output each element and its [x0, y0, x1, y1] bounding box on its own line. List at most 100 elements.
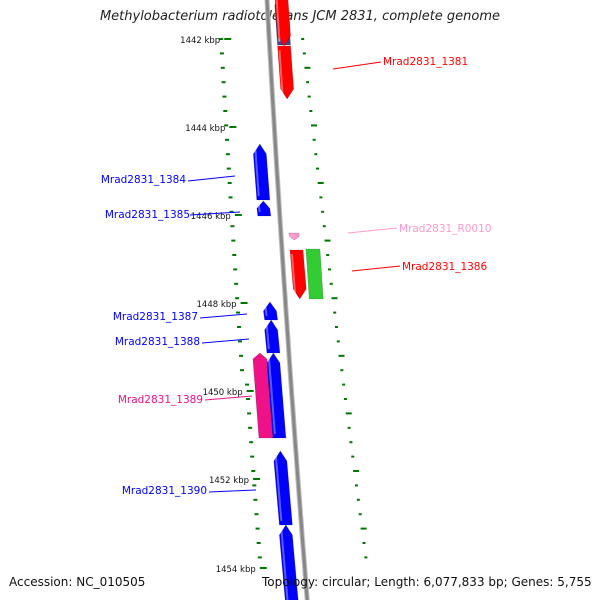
gene-highlight — [265, 323, 270, 350]
gene-label-line — [347, 227, 398, 234]
ruler-tick — [231, 239, 236, 242]
ruler-tick — [238, 340, 243, 343]
ruler-tick — [239, 354, 244, 357]
ruler-major-tick — [246, 390, 254, 392]
ruler-tick — [240, 369, 245, 372]
ruler-tick — [237, 326, 242, 328]
ruler-tick — [301, 38, 305, 40]
ruler-label: 1454 kbp — [216, 565, 256, 575]
ruler-major-tick — [234, 214, 242, 216]
ruler-label: 1442 kbp — [180, 36, 220, 46]
ruler-tick — [322, 225, 326, 228]
gene-highlight — [257, 204, 261, 213]
ruler-tick — [257, 556, 262, 559]
gene-label-line — [187, 175, 236, 182]
gene-arrow — [289, 249, 307, 300]
ruler-tick — [251, 470, 256, 472]
ruler-tick — [223, 110, 228, 112]
ruler-tick — [228, 196, 233, 199]
gene-arrow — [274, 0, 291, 47]
gene-label-line — [208, 489, 257, 493]
ruler-tick — [245, 383, 250, 386]
ruler-tick — [314, 153, 318, 156]
gene-label-line — [189, 211, 241, 216]
gene-label: Mrad2831_1385 — [105, 209, 190, 221]
ruler-tick — [234, 282, 239, 285]
ruler-label: 1452 kbp — [209, 476, 249, 486]
gene-label: Mrad2831_1389 — [118, 394, 203, 406]
gene-arrow — [273, 450, 293, 526]
gene-arrow — [305, 248, 324, 300]
gene-highlight — [274, 454, 283, 522]
ruler-tick — [256, 542, 261, 544]
gene-arrow — [256, 200, 272, 217]
ruler-tick — [233, 268, 238, 271]
ruler-tick — [342, 383, 346, 386]
ruler-tick — [329, 282, 333, 285]
ruler-tick — [302, 52, 306, 55]
ruler-tick — [219, 52, 224, 55]
gene-label: Mrad2831_1390 — [122, 485, 207, 497]
gene-arrow — [253, 143, 271, 201]
gene-arrow — [279, 524, 299, 600]
ruler-tick — [349, 441, 353, 444]
ruler-major-tick — [259, 567, 267, 569]
gene-highlight — [280, 528, 289, 600]
gene-arrow — [264, 319, 281, 354]
gene-highlight — [267, 356, 276, 435]
ruler-tick — [364, 556, 368, 559]
ruler-tick — [326, 254, 330, 256]
ruler-tick — [309, 110, 313, 112]
ruler-major-tick — [224, 38, 232, 40]
ruler-tick — [351, 455, 355, 458]
ruler-tick — [225, 153, 230, 156]
ruler-label: 1450 kbp — [203, 388, 243, 398]
gene-label-line — [199, 313, 248, 319]
ruler-tick — [336, 340, 340, 343]
ruler-tick — [249, 441, 254, 444]
ruler-tick — [333, 311, 337, 314]
gene-label-line — [332, 61, 382, 70]
ruler-tick — [360, 527, 367, 530]
gene-label: Mrad2831_R0010 — [399, 223, 491, 235]
ruler-tick — [353, 470, 360, 472]
gene-label: Mrad2831_1381 — [383, 56, 468, 68]
gene-label: Mrad2831_1384 — [101, 174, 186, 186]
backbone-line — [265, 0, 309, 600]
ruler-tick — [312, 138, 316, 141]
ruler-tick — [331, 297, 338, 300]
ruler-tick — [232, 254, 237, 256]
ruler-tick — [354, 484, 358, 487]
ruler-tick — [362, 542, 366, 544]
ruler-tick — [307, 95, 311, 98]
ruler-tick — [315, 167, 319, 170]
ruler-major-tick — [253, 478, 261, 480]
ruler-tick — [250, 455, 255, 458]
ruler-tick — [304, 66, 311, 69]
ruler-tick — [324, 239, 331, 242]
ruler-major-tick — [229, 126, 237, 128]
ruler-tick — [356, 498, 360, 501]
ruler-tick — [253, 498, 258, 501]
gene-label: Mrad2831_1386 — [402, 261, 487, 273]
ruler-label: 1446 kbp — [191, 212, 231, 222]
ruler-tick — [343, 398, 347, 400]
ruler-tick — [221, 81, 226, 84]
ruler-tick — [236, 311, 241, 314]
ruler-tick — [219, 38, 224, 40]
gene-highlight — [254, 147, 260, 197]
gene-label: Mrad2831_1387 — [113, 311, 198, 323]
ruler-tick — [225, 138, 230, 141]
topology-summary: Topology: circular; Length: 6,077,833 bp… — [262, 575, 592, 589]
map-title: Methylobacterium radiotolerans JCM 2831,… — [99, 9, 501, 24]
ruler-tick — [230, 225, 235, 228]
ruler-tick — [321, 210, 325, 213]
ruler-tick — [306, 81, 310, 84]
ruler-tick — [334, 326, 338, 328]
ruler-tick — [226, 167, 231, 170]
ruler-tick — [345, 412, 352, 415]
ruler-tick — [252, 484, 257, 487]
ruler-tick — [317, 182, 324, 184]
ruler-tick — [222, 95, 227, 98]
